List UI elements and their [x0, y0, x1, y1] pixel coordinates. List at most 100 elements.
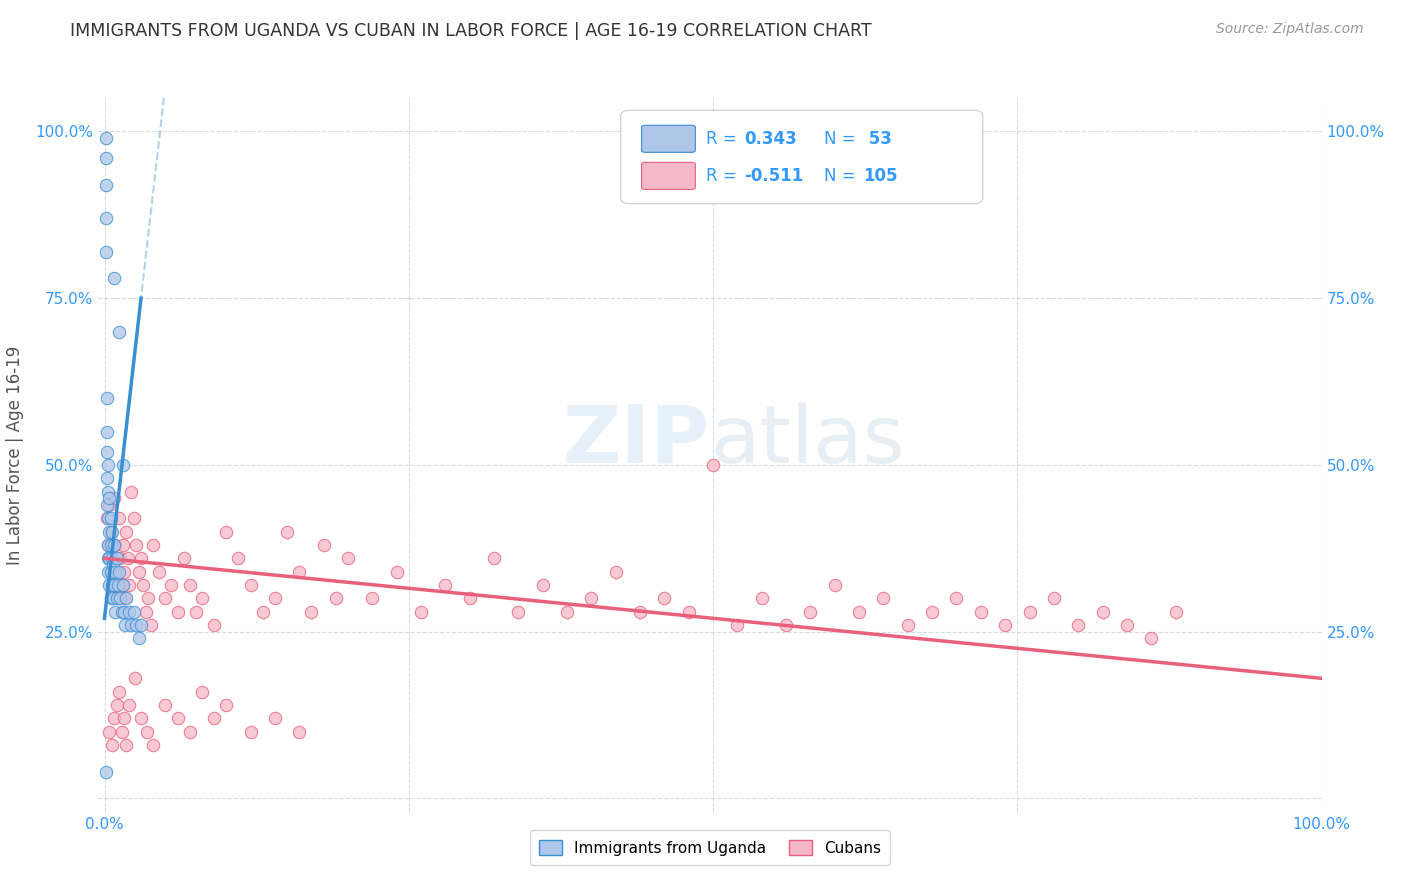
Point [1043, 591, 1066, 606]
Point [105, 551, 128, 566]
Point [101, 578, 124, 592]
Point [94, 131, 117, 145]
Point [105, 698, 128, 712]
Point [103, 578, 125, 592]
Point [118, 698, 141, 712]
Point [215, 524, 238, 539]
Point [725, 618, 748, 632]
Point [128, 565, 150, 579]
Point [336, 551, 359, 566]
Point [325, 591, 347, 606]
Point [160, 578, 183, 592]
Point [173, 551, 195, 566]
Point [101, 578, 124, 592]
Point [96, 444, 118, 458]
Point [122, 511, 145, 525]
Point [125, 618, 148, 632]
Point [100, 524, 122, 539]
Point [385, 565, 408, 579]
Point [97, 484, 120, 499]
Point [751, 591, 773, 606]
Point [110, 724, 132, 739]
Point [458, 591, 481, 606]
Point [434, 578, 457, 592]
Text: atlas: atlas [710, 401, 904, 480]
Point [97, 538, 120, 552]
Point [105, 591, 128, 606]
Point [654, 591, 676, 606]
Point [101, 591, 124, 606]
Point [110, 605, 132, 619]
Point [179, 724, 201, 739]
Point [132, 578, 155, 592]
Point [252, 605, 274, 619]
Point [117, 551, 139, 566]
Point [111, 578, 134, 592]
Point [108, 511, 131, 525]
Point [98, 724, 121, 739]
Point [970, 605, 993, 619]
Point [114, 591, 136, 606]
Point [124, 671, 146, 685]
Point [98, 551, 121, 566]
Point [239, 724, 262, 739]
Point [101, 551, 124, 566]
Point [110, 551, 132, 566]
Point [110, 578, 132, 592]
Point [1164, 605, 1187, 619]
Point [276, 524, 298, 539]
Point [118, 578, 141, 592]
Point [409, 605, 432, 619]
Point [101, 551, 124, 566]
Point [605, 565, 627, 579]
Point [101, 558, 124, 572]
Point [112, 711, 135, 725]
Point [136, 724, 159, 739]
Point [98, 491, 121, 506]
Point [100, 591, 122, 606]
Point [312, 538, 335, 552]
Point [97, 565, 120, 579]
Point [94, 211, 117, 226]
Point [191, 684, 214, 698]
Point [105, 565, 128, 579]
Point [142, 538, 165, 552]
Point [155, 698, 177, 712]
Point [994, 618, 1017, 632]
Point [94, 764, 117, 779]
Point [139, 618, 162, 632]
Point [112, 565, 135, 579]
Point [148, 565, 170, 579]
Text: 0.343: 0.343 [744, 130, 797, 148]
Point [678, 605, 700, 619]
Point [202, 711, 225, 725]
Point [108, 684, 131, 698]
Point [103, 711, 125, 725]
Point [897, 618, 920, 632]
Point [122, 605, 145, 619]
FancyBboxPatch shape [641, 125, 696, 153]
Point [120, 618, 142, 632]
Point [111, 538, 134, 552]
Point [191, 591, 214, 606]
Point [97, 511, 120, 525]
Y-axis label: In Labor Force | Age 16-19: In Labor Force | Age 16-19 [7, 345, 24, 565]
Point [125, 538, 148, 552]
Text: 53: 53 [863, 130, 891, 148]
Text: Source: ZipAtlas.com: Source: ZipAtlas.com [1216, 22, 1364, 37]
Point [202, 618, 225, 632]
Point [108, 325, 131, 339]
Text: 105: 105 [863, 167, 897, 185]
Point [108, 565, 131, 579]
Point [166, 711, 188, 725]
Point [97, 538, 120, 552]
Text: R =: R = [706, 167, 742, 185]
Point [100, 538, 122, 552]
Point [107, 578, 129, 592]
Point [94, 178, 117, 192]
Point [96, 498, 118, 512]
Point [129, 618, 152, 632]
Point [482, 551, 505, 566]
Point [1115, 618, 1137, 632]
Point [98, 498, 121, 512]
